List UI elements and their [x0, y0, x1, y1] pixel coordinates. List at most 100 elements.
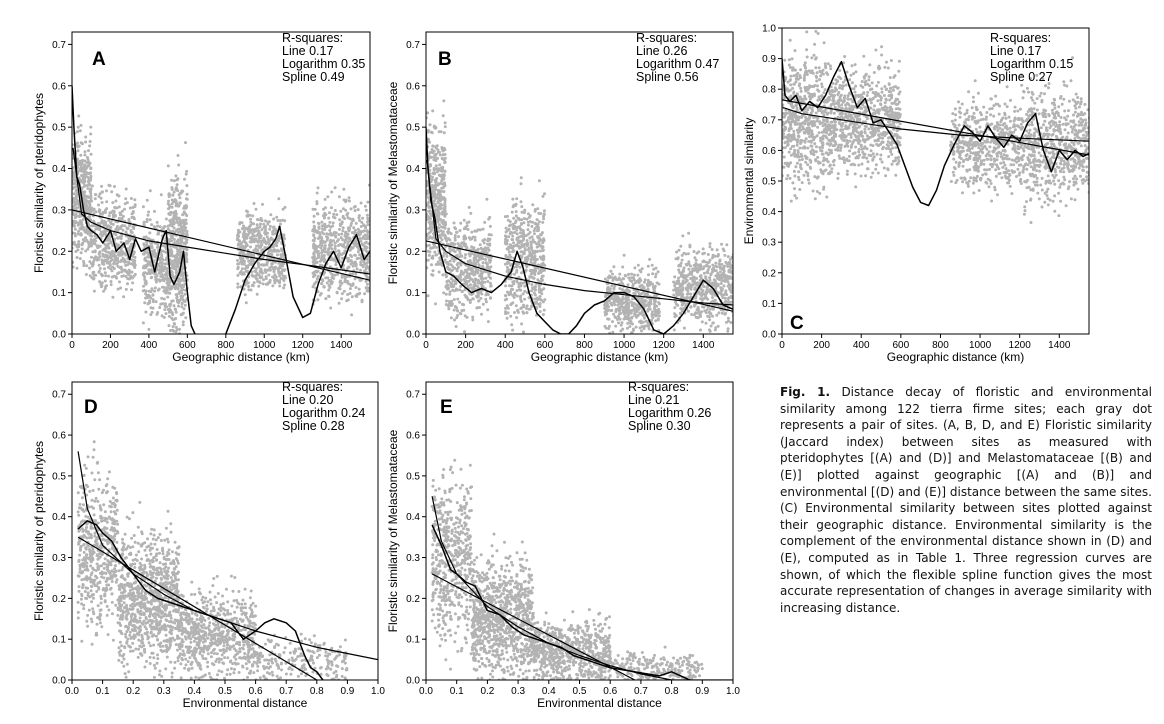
data-point [236, 265, 240, 269]
data-point [355, 257, 359, 261]
data-point [437, 212, 441, 216]
data-point [335, 213, 339, 217]
data-point [543, 298, 547, 302]
data-point [156, 311, 160, 314]
data-point [75, 195, 79, 199]
data-point [330, 247, 334, 251]
data-point [434, 164, 438, 168]
data-point [513, 224, 516, 228]
data-point [630, 331, 634, 334]
data-point [506, 255, 510, 259]
data-point [277, 261, 281, 265]
data-point [715, 248, 719, 252]
data-point [614, 297, 618, 301]
data-point [428, 151, 432, 155]
data-point [351, 264, 355, 268]
data-point [315, 191, 319, 195]
data-point [431, 151, 434, 155]
data-point [625, 287, 629, 291]
data-point [117, 253, 120, 257]
data-point [90, 199, 94, 203]
data-point [426, 128, 430, 132]
data-point [148, 244, 152, 248]
data-point [508, 232, 512, 236]
data-point [166, 227, 170, 231]
data-point [613, 284, 617, 288]
data-point [536, 225, 540, 229]
data-point [263, 246, 267, 249]
data-point [528, 275, 532, 279]
data-point [147, 271, 151, 275]
data-point [346, 281, 350, 285]
data-point [428, 168, 432, 172]
data-point [122, 257, 126, 261]
data-point [657, 307, 661, 311]
data-point [426, 249, 430, 253]
data-point [170, 205, 174, 209]
data-point [504, 255, 508, 258]
data-point [327, 232, 331, 236]
data-point [119, 213, 123, 216]
data-point [317, 253, 321, 257]
data-point [240, 267, 244, 271]
data-point [103, 208, 107, 212]
data-point [354, 286, 358, 289]
data-point [259, 263, 263, 267]
data-point [327, 216, 331, 220]
data-point [617, 302, 621, 306]
data-point [100, 184, 104, 188]
data-point [627, 304, 631, 308]
data-point [184, 238, 188, 242]
data-point [97, 269, 101, 273]
data-point [456, 276, 460, 280]
data-point [165, 305, 168, 309]
data-point [455, 316, 459, 320]
data-point [74, 215, 78, 219]
data-point [362, 223, 366, 227]
data-point [144, 281, 148, 285]
data-point [355, 231, 359, 235]
data-point [78, 169, 82, 173]
data-point [528, 220, 532, 224]
data-point [624, 300, 628, 304]
data-point [109, 241, 113, 245]
data-point [155, 274, 159, 278]
data-point [529, 242, 533, 246]
data-point [630, 316, 633, 320]
data-point [441, 225, 445, 229]
data-point [278, 264, 282, 268]
data-point [448, 259, 452, 263]
data-point [148, 189, 152, 193]
data-point [441, 114, 445, 118]
data-point [174, 257, 178, 261]
data-point [513, 293, 517, 296]
x-tick-label: 1400 [330, 340, 353, 351]
data-point [324, 297, 328, 301]
data-point [621, 288, 624, 292]
data-point [124, 287, 128, 291]
data-point [154, 271, 158, 275]
data-point [167, 324, 171, 328]
data-point [311, 260, 315, 264]
data-point [171, 325, 175, 329]
data-point [509, 303, 513, 307]
data-point [451, 241, 455, 245]
data-point [265, 235, 269, 239]
data-point [172, 226, 176, 230]
data-point [348, 248, 352, 252]
data-point [145, 243, 149, 247]
data-point [465, 315, 469, 319]
data-point [332, 212, 336, 216]
data-point [98, 255, 102, 259]
data-point [485, 197, 489, 201]
data-point [87, 162, 91, 165]
data-point [315, 202, 319, 206]
data-point [449, 263, 453, 267]
data-point [257, 233, 261, 237]
data-point [512, 244, 516, 248]
data-point [269, 213, 273, 217]
data-point [627, 290, 631, 294]
data-point [254, 207, 258, 211]
data-point [450, 248, 454, 252]
data-point [236, 262, 240, 266]
